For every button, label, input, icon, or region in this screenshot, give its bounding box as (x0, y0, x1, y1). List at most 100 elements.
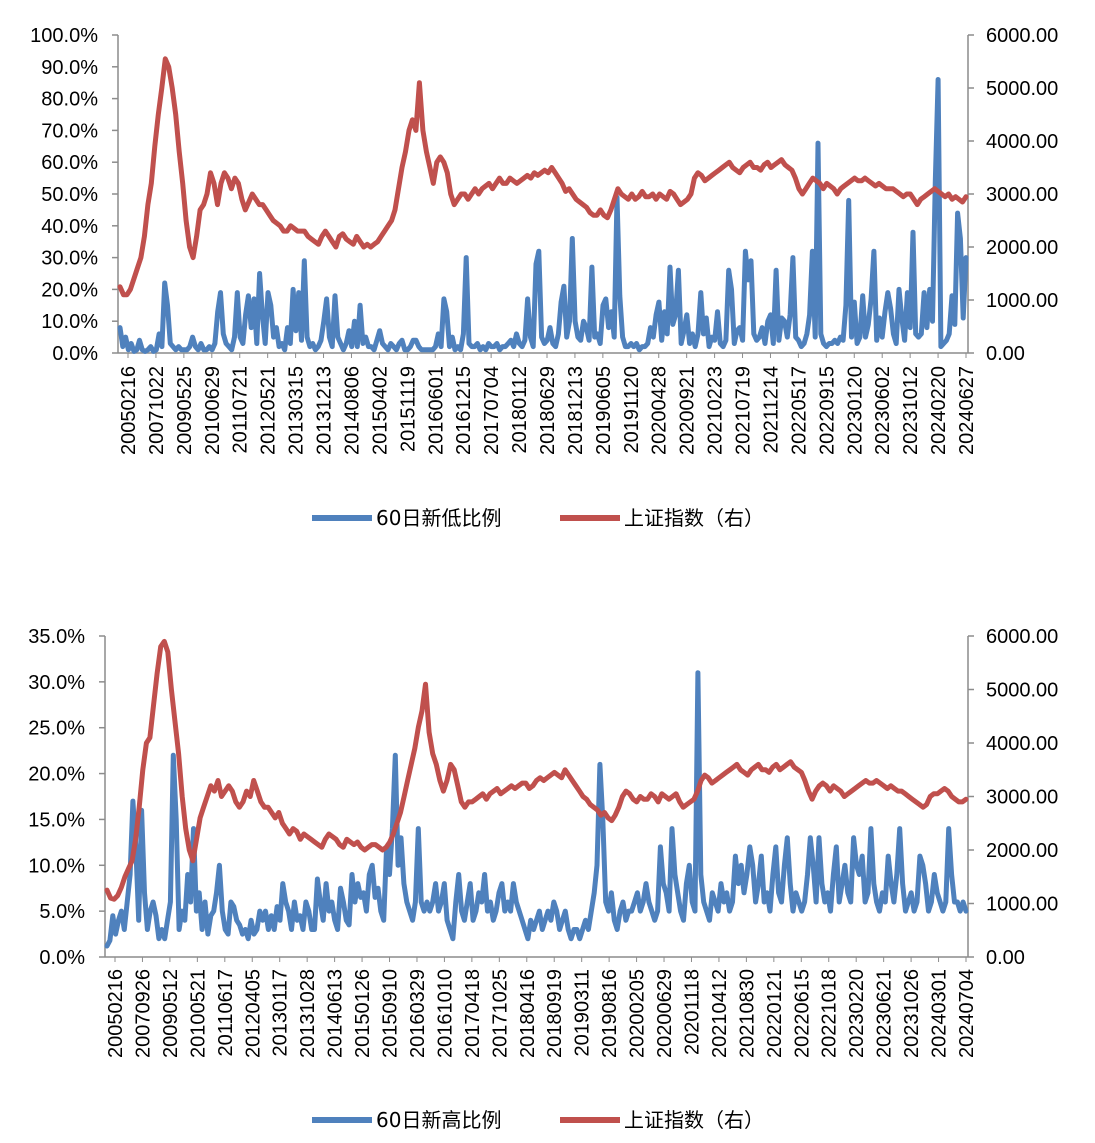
x-tick-label: 20181213 (565, 366, 587, 455)
left-tick-label: 10.0% (41, 311, 98, 333)
x-tick-label: 20110617 (215, 969, 237, 1057)
x-tick-label: 20200428 (649, 366, 671, 455)
x-tick-label: 20210830 (736, 969, 758, 1058)
sse-index-series-line (117, 56, 969, 298)
x-tick-label: 20200921 (677, 366, 699, 455)
left-tick-label: 100.0% (30, 25, 98, 47)
left-tick-label: 80.0% (41, 89, 98, 111)
left-tick-label: 60.0% (41, 152, 98, 174)
x-tick-label: 20230220 (846, 969, 868, 1058)
right-tick-label: 2000.00 (986, 237, 1058, 259)
right-tick-label: 2000.00 (986, 840, 1058, 862)
x-tick-label: 20050216 (118, 366, 140, 455)
x-tick-label: 20090512 (160, 969, 182, 1058)
left-tick-label: 20.0% (28, 764, 85, 786)
x-tick-label: 20140613 (325, 969, 347, 1058)
x-tick-label: 20180416 (517, 969, 539, 1058)
x-tick-label: 20150910 (380, 969, 402, 1058)
x-tick-label: 20170418 (462, 969, 484, 1058)
x-tick-label: 20180919 (544, 969, 566, 1058)
x-tick-label: 20220615 (791, 969, 813, 1058)
x-tick-label: 20130117 (270, 969, 292, 1057)
x-tick-label: 20180629 (537, 366, 559, 455)
left-tick-label: 5.0% (39, 901, 85, 923)
x-tick-label: 20150402 (369, 366, 391, 455)
left-tick-label: 50.0% (41, 184, 98, 206)
x-tick-label: 20240627 (956, 366, 978, 455)
x-tick-label: 20171025 (489, 969, 511, 1058)
x-tick-label: 20191120 (621, 366, 643, 454)
left-tick-label: 70.0% (41, 120, 98, 142)
sse-index-series-line (104, 638, 969, 902)
x-tick-label: 20230120 (844, 366, 866, 455)
x-tick-label: 20211214 (760, 366, 782, 454)
x-tick-label: 20190816 (599, 969, 621, 1058)
x-tick-label: 20220517 (788, 366, 810, 455)
left-tick-label: 20.0% (41, 279, 98, 301)
x-tick-label: 20100629 (202, 366, 224, 455)
x-tick-label: 20110721 (230, 366, 252, 454)
right-tick-label: 6000.00 (986, 626, 1058, 648)
x-tick-label: 20160329 (407, 969, 429, 1058)
left-tick-label: 25.0% (28, 718, 85, 740)
new-high-chart: 0.0% 5.0% 10.0% 15.0% 20.0% 25.0% 30.0% 35.0% 0.… (28, 626, 1058, 1132)
left-tick-label: 0.0% (39, 947, 85, 969)
right-tick-label: 3000.00 (986, 184, 1058, 206)
x-tick-label: 20090525 (174, 366, 196, 455)
x-tick-label: 20200629 (654, 969, 676, 1058)
x-tick-label: 20220915 (816, 366, 838, 455)
x-tick-label: 20220121 (764, 969, 786, 1058)
x-tick-label: 20170704 (481, 366, 503, 455)
x-tick-label: 20230602 (872, 366, 894, 455)
x-tick-label: 20190311 (572, 969, 594, 1057)
x-tick-label: 20200205 (627, 969, 649, 1058)
x-tick-label: 20140806 (341, 366, 363, 455)
x-tick-label: 20240220 (928, 366, 950, 455)
left-tick-label: 15.0% (28, 809, 85, 831)
x-tick-label: 20221018 (819, 969, 841, 1058)
legend-label: 60日新低比例 (376, 506, 501, 530)
x-tick-label: 20161215 (453, 366, 475, 455)
x-tick-label: 20201118 (681, 969, 703, 1055)
right-tick-label: 6000.00 (986, 25, 1058, 47)
x-tick-label: 20240704 (956, 969, 978, 1058)
left-tick-label: 10.0% (28, 855, 85, 877)
x-tick-label: 20231012 (900, 366, 922, 455)
x-tick-label: 20180112 (509, 366, 531, 454)
new-low-chart: 0.0% 10.0% 20.0% 30.0% 40.0% 50.0% 60.0% 70.0% 8… (30, 25, 1058, 530)
right-tick-label: 0.00 (986, 947, 1025, 969)
x-tick-label: 20151119 (397, 366, 419, 452)
x-tick-label: 20160601 (425, 366, 447, 455)
x-tick-label: 20100521 (187, 969, 209, 1058)
right-tick-label: 3000.00 (986, 787, 1058, 809)
x-tick-label: 20071022 (146, 366, 168, 455)
x-tick-label: 20131213 (314, 366, 336, 455)
left-tick-label: 30.0% (28, 672, 85, 694)
x-tick-label: 20120405 (242, 969, 264, 1058)
x-tick-label: 20190605 (593, 366, 615, 455)
x-tick-label: 20150126 (352, 969, 374, 1058)
legend-label: 上证指数（右） (624, 1108, 764, 1132)
right-tick-label: 4000.00 (986, 131, 1058, 153)
x-tick-label: 20210223 (705, 366, 727, 455)
left-tick-label: 40.0% (41, 216, 98, 238)
right-tick-label: 4000.00 (986, 733, 1058, 755)
right-tick-label: 5000.00 (986, 680, 1058, 702)
x-tick-label: 20131028 (297, 969, 319, 1058)
right-tick-label: 1000.00 (986, 290, 1058, 312)
left-tick-label: 30.0% (41, 248, 98, 270)
ratio-series-line (104, 670, 969, 949)
left-tick-label: 35.0% (28, 626, 85, 648)
x-tick-label: 20070926 (132, 969, 154, 1058)
x-tick-label: 20161010 (434, 969, 456, 1058)
x-tick-label: 20050216 (105, 969, 127, 1058)
ratio-series-line (117, 77, 969, 354)
right-tick-label: 0.00 (986, 343, 1025, 365)
x-tick-label: 20230621 (874, 969, 896, 1058)
right-tick-label: 1000.00 (986, 894, 1058, 916)
left-tick-label: 0.0% (52, 343, 98, 365)
right-tick-label: 5000.00 (986, 78, 1058, 100)
left-tick-label: 90.0% (41, 57, 98, 79)
x-tick-label: 20210719 (733, 366, 755, 455)
